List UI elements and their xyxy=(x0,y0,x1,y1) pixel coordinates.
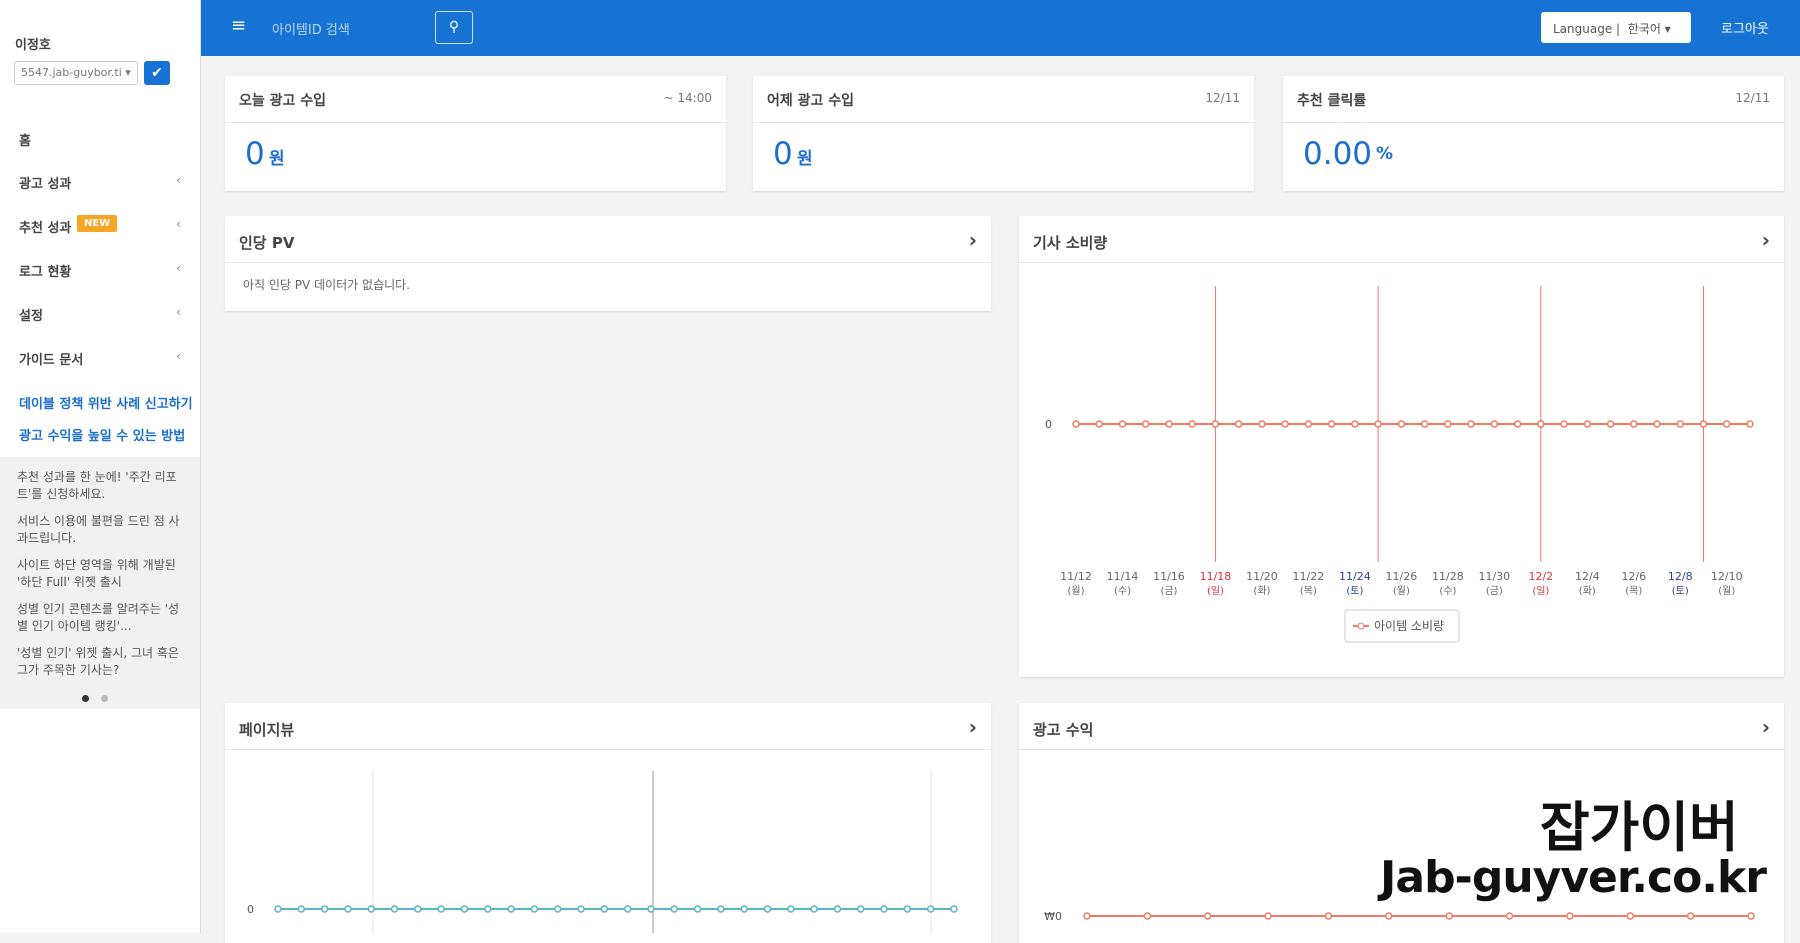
empty-message: 아직 인당 PV 데이터가 없습니다. xyxy=(243,278,410,292)
user-name: 이정호 xyxy=(15,38,51,53)
dot[interactable] xyxy=(82,695,89,702)
card-value: 0.00 xyxy=(1303,136,1373,172)
card-unit: 원 xyxy=(269,149,285,169)
more-arrow[interactable]: › xyxy=(1761,715,1770,739)
card-title: 어제 광고 수입 xyxy=(767,93,855,109)
sidebar: 이정호 5547.jab-guybor.ti ▾ ✔ 데이블 정책 위반 사례 … xyxy=(0,0,201,933)
notice-area: 추천 성과를 한 눈에! '주간 리포트'를 신청하세요. 서비스 이용에 불편을… xyxy=(0,457,200,709)
menu-item[interactable]: 광고 성과 xyxy=(19,177,72,192)
card-period: 12/11 xyxy=(1735,91,1770,105)
divider xyxy=(225,749,991,750)
card-period: 12/11 xyxy=(1205,91,1240,105)
dot[interactable] xyxy=(101,695,108,702)
more-arrow[interactable]: › xyxy=(968,228,977,252)
logout[interactable]: 로그아웃 xyxy=(1721,22,1769,37)
card-unit: 원 xyxy=(797,149,813,169)
divider xyxy=(1019,749,1784,750)
chevron[interactable]: ‹ xyxy=(176,173,181,187)
card-period: ~ 14:00 xyxy=(663,91,712,105)
notice[interactable]: 추천 성과를 한 눈에! '주간 리포트'를 신청하세요. xyxy=(17,470,177,501)
search-button[interactable]: ⚲ xyxy=(435,11,473,44)
watermark-title: 잡가이버 xyxy=(1540,796,1739,859)
panel: 페이지뷰 › xyxy=(225,703,991,943)
notice[interactable]: '성별 인기' 위젯 출시, 그녀 혹은 그가 주목한 기사는? xyxy=(17,646,179,677)
menu-item[interactable]: 추천 성과 xyxy=(19,221,72,236)
stat-card: 추천 클릭률 12/11 0.00% xyxy=(1283,76,1784,191)
more-arrow[interactable]: › xyxy=(1761,228,1770,252)
panel-title: 광고 수익 xyxy=(1033,721,1094,739)
panel: 기사 소비량 › xyxy=(1019,216,1784,677)
chevron[interactable]: ‹ xyxy=(176,217,181,231)
more-arrow[interactable]: › xyxy=(968,715,977,739)
link[interactable]: 데이블 정책 위반 사례 신고하기 xyxy=(19,397,193,412)
link[interactable]: 광고 수익을 높일 수 있는 방법 xyxy=(19,429,186,444)
menu-toggle[interactable]: ≡ xyxy=(231,15,247,36)
divider xyxy=(1283,122,1784,123)
card-unit: % xyxy=(1376,144,1394,164)
site-select[interactable]: 5547.jab-guybor.ti ▾ xyxy=(14,61,138,85)
chevron[interactable]: ‹ xyxy=(176,261,181,275)
card-value: 0 xyxy=(245,136,265,172)
stat-card: 오늘 광고 수입 ~ 14:00 0 원 xyxy=(225,76,726,191)
chevron[interactable]: ‹ xyxy=(176,305,181,319)
panel: 광고 수익 › xyxy=(1019,703,1784,943)
chevron[interactable]: ‹ xyxy=(176,349,181,363)
panel-title: 기사 소비량 xyxy=(1033,234,1108,252)
notice[interactable]: 서비스 이용에 불편을 드린 점 사과드립니다. xyxy=(17,514,180,545)
notice[interactable]: 성별 인기 콘텐츠를 알려주는 '성별 인기 아이템 랭킹'... xyxy=(17,602,180,633)
divider xyxy=(1019,262,1784,263)
panel-title: 페이지뷰 xyxy=(239,721,295,739)
language-value: 한국어 xyxy=(1627,22,1661,36)
menu-item[interactable]: 홈 xyxy=(19,134,31,149)
language-select[interactable]: Language | 한국어 ▾ xyxy=(1541,12,1691,43)
watermark-url: Jab-guyver.co.kr xyxy=(1380,852,1767,903)
confirm-button[interactable]: ✔ xyxy=(144,61,170,85)
search-input[interactable]: 아이템ID 검색 xyxy=(272,23,350,38)
card-title: 오늘 광고 수입 xyxy=(239,93,327,109)
topbar: ≡ 아이템ID 검색 ⚲ Language | 한국어 ▾ 로그아웃 xyxy=(201,0,1800,56)
badge: NEW xyxy=(77,215,118,232)
panel: 인당 PV › 아직 인당 PV 데이터가 없습니다. xyxy=(225,216,991,311)
menu-item[interactable]: 가이드 문서 xyxy=(19,353,84,368)
panel-title: 인당 PV xyxy=(239,234,295,252)
divider xyxy=(225,262,991,263)
card-title: 추천 클릭률 xyxy=(1297,93,1367,109)
stat-card: 어제 광고 수입 12/11 0 원 xyxy=(753,76,1254,191)
menu-item[interactable]: 로그 현황 xyxy=(19,265,72,280)
site-select-value: 5547.jab-guybor.ti xyxy=(21,66,122,79)
divider xyxy=(225,122,726,123)
notice[interactable]: 사이트 하단 영역을 위해 개발된 '하단 Full' 위젯 출시 xyxy=(17,558,176,589)
card-value: 0 xyxy=(773,136,793,172)
language-label: Language xyxy=(1553,22,1613,36)
divider xyxy=(753,122,1254,123)
menu-item[interactable]: 설정 xyxy=(19,309,43,324)
